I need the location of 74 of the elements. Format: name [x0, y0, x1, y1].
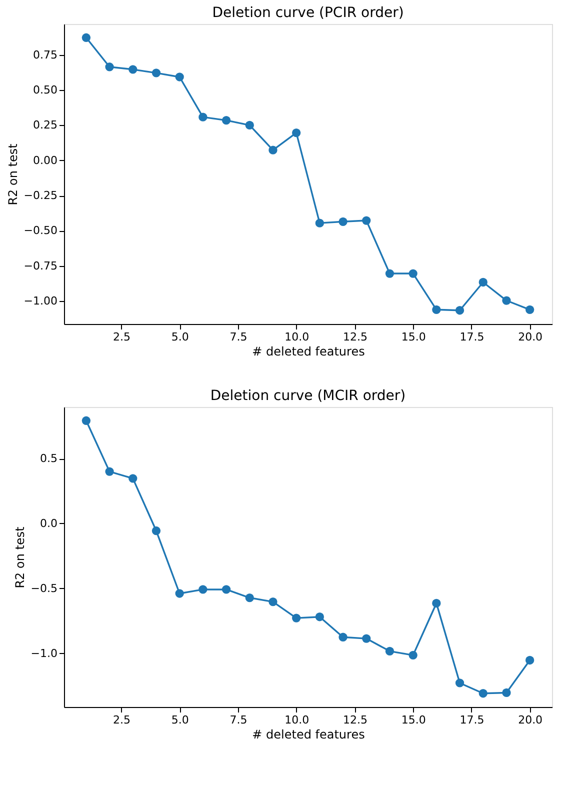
chart-title: Deletion curve (PCIR order)	[212, 5, 404, 21]
point	[502, 296, 511, 305]
point	[315, 612, 324, 622]
point	[198, 585, 208, 594]
y-tick-label: 0.00	[33, 154, 58, 167]
y-axis-title: R2 on test	[12, 526, 27, 588]
point	[502, 688, 511, 698]
point	[338, 632, 348, 642]
point	[525, 656, 534, 665]
point	[245, 593, 254, 602]
point	[362, 216, 371, 225]
point	[315, 218, 324, 228]
x-tick-label: 7.5	[230, 330, 248, 344]
point	[175, 72, 184, 82]
x-tick-label: 5.0	[171, 714, 189, 726]
point	[432, 598, 441, 608]
point	[175, 589, 184, 598]
y-tick-label: 0.50	[33, 84, 58, 97]
x-axis-title: # deleted features	[252, 728, 365, 742]
x-tick-label: 10.0	[284, 714, 310, 726]
point	[455, 306, 464, 315]
y-tick-label: 0.25	[33, 118, 58, 132]
point	[525, 305, 534, 314]
x-tick-label: 12.5	[342, 330, 368, 344]
point	[268, 146, 278, 154]
point	[478, 689, 488, 698]
x-tick-label: 15.0	[401, 714, 426, 726]
y-tick-label: −0.25	[24, 189, 58, 202]
x-tick-label: 7.5	[230, 714, 248, 726]
x-tick-label: 15.0	[401, 330, 426, 344]
y-tick-label: −0.5	[30, 582, 58, 595]
y-tick-label: −0.50	[24, 224, 58, 238]
y-tick-label: −1.00	[24, 294, 58, 308]
x-tick-label: 17.5	[460, 714, 484, 726]
y-tick-label: 0.75	[33, 48, 58, 62]
point	[152, 68, 161, 78]
point	[478, 278, 488, 287]
point	[362, 634, 371, 643]
y-tick-label: −0.75	[24, 259, 58, 272]
x-axis-title: # deleted features	[252, 344, 365, 358]
x-tick-label: 17.5	[460, 330, 484, 344]
point	[128, 65, 138, 74]
y-tick-label: −1.0	[30, 646, 58, 660]
point	[268, 597, 278, 606]
point	[105, 467, 114, 476]
point	[292, 614, 301, 622]
point	[408, 269, 418, 278]
point	[432, 305, 441, 314]
point	[82, 416, 91, 425]
point	[128, 474, 138, 483]
x-tick-label: 20.0	[518, 714, 543, 726]
point	[82, 33, 91, 42]
point	[385, 269, 394, 278]
point	[152, 526, 161, 536]
x-tick-label: 12.5	[342, 714, 368, 726]
point	[105, 62, 114, 72]
y-axis-title: R2 on test	[6, 143, 20, 206]
x-tick-label: 20.0	[518, 330, 543, 344]
point	[222, 585, 231, 594]
point	[292, 128, 301, 138]
point	[198, 112, 208, 122]
point	[245, 120, 254, 130]
point	[455, 678, 464, 688]
point	[385, 646, 394, 656]
point	[338, 217, 348, 226]
x-tick-label: 5.0	[171, 330, 189, 344]
point	[408, 650, 418, 660]
x-tick-label: 10.0	[284, 330, 310, 344]
point	[222, 116, 231, 125]
y-tick-label: 0.0	[40, 516, 58, 530]
x-tick-label: 2.5	[112, 714, 130, 726]
y-tick-label: 0.5	[40, 452, 58, 466]
chart-title: Deletion curve (MCIR order)	[210, 388, 406, 404]
x-tick-label: 2.5	[112, 330, 130, 344]
